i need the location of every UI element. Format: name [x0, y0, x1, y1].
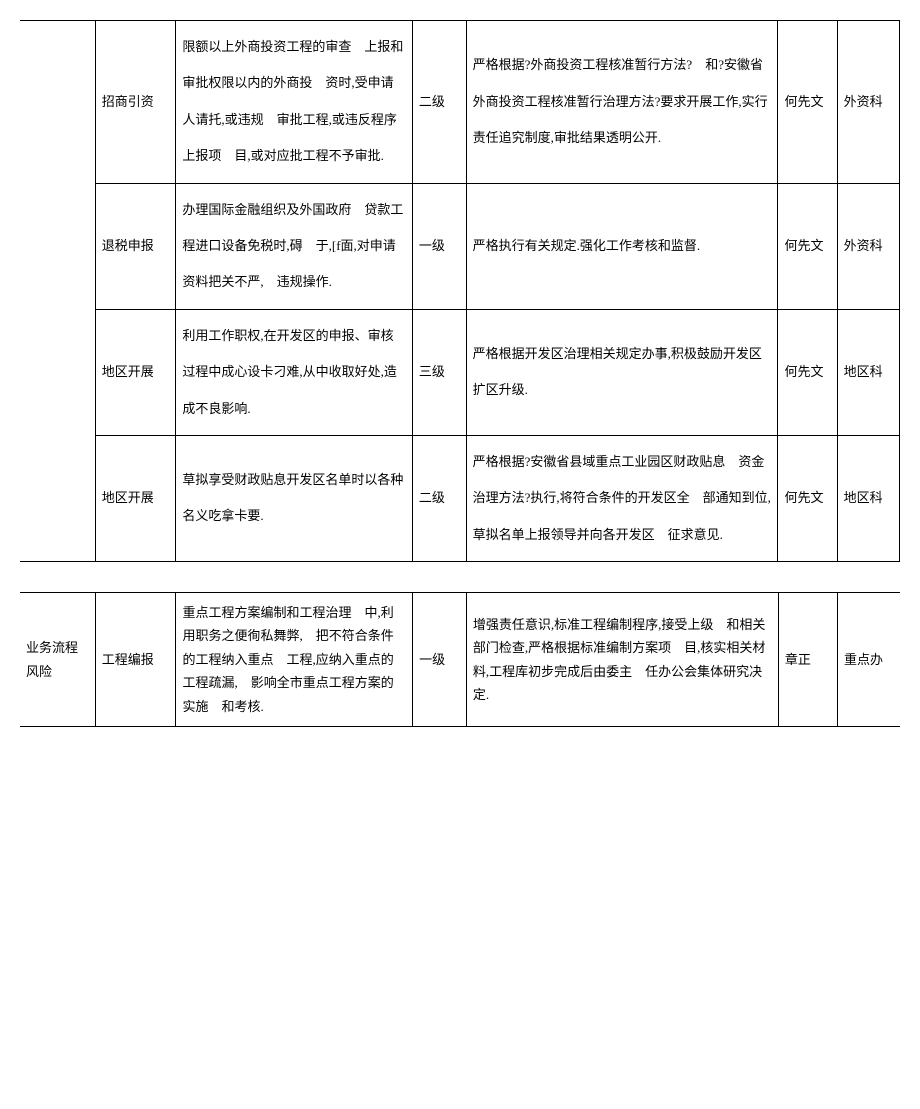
description-cell: 办理国际金融组织及外国政府 贷款工程进口设备免税时,碍 于,[f面,对申请资料把… — [176, 183, 413, 309]
level-cell: 三级 — [412, 309, 466, 435]
description-cell: 限额以上外商投资工程的审查 上报和审批权限以内的外商投 资时,受申请人请托,或违… — [176, 21, 413, 184]
subcategory-cell: 招商引资 — [95, 21, 176, 184]
table1-container: 招商引资 限额以上外商投资工程的审查 上报和审批权限以内的外商投 资时,受申请人… — [20, 20, 900, 562]
risk-table-1: 招商引资 限额以上外商投资工程的审查 上报和审批权限以内的外商投 资时,受申请人… — [20, 20, 900, 562]
measure-cell: 严格执行有关规定.强化工作考核和监督. — [466, 183, 778, 309]
level-cell: 二级 — [412, 435, 466, 561]
dept-cell: 地区科 — [837, 309, 899, 435]
measure-cell: 增强责任意识,标准工程编制程序,接受上级 和相关部门检查,严格根据标准编制方案项… — [466, 593, 778, 727]
measure-cell: 严格根据?外商投资工程核准暂行方法? 和?安徽省外商投资工程核准暂行治理方法?要… — [466, 21, 778, 184]
category-cell — [20, 21, 95, 562]
measure-cell: 严格根据开发区治理相关规定办事,积极鼓励开发区扩区升级. — [466, 309, 778, 435]
category-cell: 业务流程风险 — [20, 593, 95, 727]
level-cell: 一级 — [412, 183, 466, 309]
table-row: 业务流程风险 工程编报 重点工程方案编制和工程治理 中,利用职务之便徇私舞弊, … — [20, 593, 900, 727]
measure-cell: 严格根据?安徽省县域重点工业园区财政贴息 资金治理方法?执行,将符合条件的开发区… — [466, 435, 778, 561]
dept-cell: 重点办 — [838, 593, 900, 727]
subcategory-cell: 地区开展 — [95, 309, 176, 435]
subcategory-cell: 工程编报 — [95, 593, 176, 727]
dept-cell: 外资科 — [837, 21, 899, 184]
dept-cell: 地区科 — [837, 435, 899, 561]
table-row: 招商引资 限额以上外商投资工程的审查 上报和审批权限以内的外商投 资时,受申请人… — [20, 21, 900, 184]
dept-cell: 外资科 — [837, 183, 899, 309]
subcategory-cell: 地区开展 — [95, 435, 176, 561]
person-cell: 何先文 — [778, 309, 837, 435]
level-cell: 二级 — [412, 21, 466, 184]
subcategory-cell: 退税申报 — [95, 183, 176, 309]
level-cell: 一级 — [413, 593, 467, 727]
description-cell: 草拟享受财政贴息开发区名单时以各种名义吃拿卡要. — [176, 435, 413, 561]
table-row: 地区开展 利用工作职权,在开发区的申报、审核过程中成心设卡刁难,从中收取好处,造… — [20, 309, 900, 435]
table-row: 退税申报 办理国际金融组织及外国政府 贷款工程进口设备免税时,碍 于,[f面,对… — [20, 183, 900, 309]
person-cell: 章正 — [778, 593, 837, 727]
table2-container: 业务流程风险 工程编报 重点工程方案编制和工程治理 中,利用职务之便徇私舞弊, … — [20, 592, 900, 727]
person-cell: 何先文 — [778, 183, 837, 309]
person-cell: 何先文 — [778, 435, 837, 561]
risk-table-2: 业务流程风险 工程编报 重点工程方案编制和工程治理 中,利用职务之便徇私舞弊, … — [20, 592, 900, 727]
person-cell: 何先文 — [778, 21, 837, 184]
description-cell: 重点工程方案编制和工程治理 中,利用职务之便徇私舞弊, 把不符合条件的工程纳入重… — [176, 593, 413, 727]
table-row: 地区开展 草拟享受财政贴息开发区名单时以各种名义吃拿卡要. 二级 严格根据?安徽… — [20, 435, 900, 561]
description-cell: 利用工作职权,在开发区的申报、审核过程中成心设卡刁难,从中收取好处,造成不良影响… — [176, 309, 413, 435]
